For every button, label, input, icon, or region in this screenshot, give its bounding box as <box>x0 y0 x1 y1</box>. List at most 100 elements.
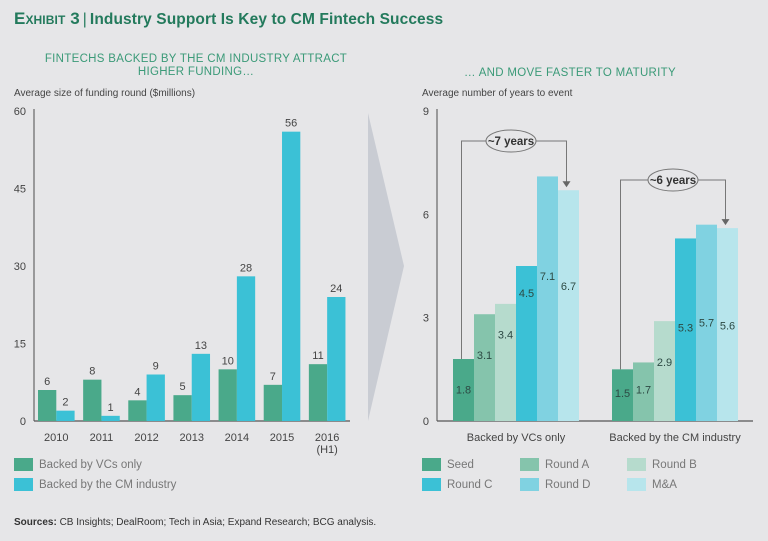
right-chart-title: … AND MOVE FASTER TO MATURITY <box>464 67 676 79</box>
y-tick-label: 15 <box>14 339 26 351</box>
sources-text: CB Insights; DealRoom; Tech in Asia; Exp… <box>56 517 377 528</box>
bar-value-label: 3.1 <box>477 350 492 362</box>
bar-cm <box>101 415 120 421</box>
bar-roundA <box>474 314 495 421</box>
left-y-axis-title: Average size of funding round ($millions… <box>14 88 196 99</box>
bar-roundB <box>654 321 675 421</box>
y-tick-label: 60 <box>14 106 26 118</box>
bar-value-label: 2 <box>62 397 68 409</box>
bar-value-label: 5.7 <box>699 317 714 329</box>
y-tick-label: 0 <box>20 416 26 428</box>
bar-ma <box>558 190 579 421</box>
bar-value-label: 5.3 <box>678 322 693 334</box>
legend-swatch-round-d <box>520 478 539 491</box>
legend-swatch-cm-industry <box>14 478 33 491</box>
left-chart-title: FINTECHS BACKED BY THE CM INDUSTRY ATTRA… <box>44 53 348 78</box>
bar-cm <box>191 353 211 421</box>
duration-annotation: ~7 years <box>461 129 571 359</box>
bar-value-label: 5.6 <box>720 321 735 333</box>
right-y-axis-title: Average number of years to event <box>422 88 573 99</box>
bar-vc <box>308 364 328 421</box>
legend-swatch-round-a <box>520 458 539 471</box>
legend-item-round-c: Round C <box>422 478 492 491</box>
x-tick-label: 2012 <box>134 432 158 444</box>
legend-swatch-seed <box>422 458 441 471</box>
bar-cm <box>282 131 301 421</box>
chevron-arrow-shape <box>368 113 404 421</box>
sources-note: Sources: CB Insights; DealRoom; Tech in … <box>14 517 376 528</box>
legend-swatch-round-b <box>627 458 646 471</box>
legend-label: Round B <box>652 458 697 471</box>
bar-value-label: 6 <box>44 376 50 388</box>
bar-value-label: 2.9 <box>657 357 672 369</box>
bar-roundC <box>516 266 537 421</box>
bar-value-label: 4 <box>134 386 140 398</box>
bar-value-label: 24 <box>330 283 342 295</box>
annotation-label: ~7 years <box>488 136 534 148</box>
legend-label: Round A <box>545 458 590 471</box>
bar-vc <box>263 384 283 421</box>
x-tick-label: 2011 <box>90 432 114 444</box>
x-tick-label: 2010 <box>44 432 68 444</box>
bar-value-label: 1 <box>108 402 114 414</box>
exhibit-title: Exhibit 3 | Industry Support Is Key to CM … <box>14 9 443 29</box>
bar-vc <box>128 400 147 421</box>
legend-swatch-round-c <box>422 478 441 491</box>
bar-value-label: 3.4 <box>498 329 513 341</box>
bar-roundC <box>675 238 696 421</box>
x-tick-label: Backed by the CM industry <box>609 432 741 444</box>
legend-swatch-ma <box>627 478 646 491</box>
legend-label: Round C <box>447 478 493 491</box>
bar-value-label: 7.1 <box>540 271 555 283</box>
bar-cm <box>56 410 75 421</box>
x-tick-label: 2016 <box>315 432 339 444</box>
bar-value-label: 9 <box>153 361 159 373</box>
annotation-oval <box>647 168 699 192</box>
x-tick-label: Backed by VCs only <box>467 432 566 444</box>
legend-label: Backed by the CM industry <box>39 478 177 491</box>
legend-item-round-a: Round A <box>520 458 589 471</box>
arrow-head-icon <box>562 181 571 188</box>
bar-roundB <box>495 303 516 421</box>
bar-value-label: 1.7 <box>636 384 651 396</box>
legend-label: Backed by VCs only <box>39 458 142 471</box>
x-tick-label: 2015 <box>270 432 294 444</box>
x-tick-label: 2014 <box>225 432 249 444</box>
legend-item-seed: Seed <box>422 458 474 471</box>
bar-value-label: 1.5 <box>615 388 630 400</box>
duration-annotation: ~6 years <box>620 168 730 370</box>
annotation-oval <box>485 129 537 153</box>
annotation-label: ~6 years <box>650 175 696 187</box>
bar-value-label: 1.8 <box>456 384 471 396</box>
bar-roundD <box>696 224 717 421</box>
y-tick-label: 3 <box>423 313 429 325</box>
bar-vc <box>83 379 102 421</box>
bar-ma <box>717 228 738 421</box>
sources-label: Sources: <box>14 517 57 528</box>
arrow-head-icon <box>721 219 730 226</box>
legend-label: M&A <box>652 478 677 491</box>
bar-value-label: 56 <box>285 118 297 130</box>
legend-swatch-vc-only <box>14 458 33 471</box>
legend-label: Round D <box>545 478 591 491</box>
bar-value-label: 4.5 <box>519 288 534 300</box>
bar-value-label: 13 <box>195 340 207 352</box>
bar-vc <box>38 390 57 421</box>
x-tick-label: (H1) <box>316 444 337 456</box>
legend-item-vc-only: Backed by VCs only <box>14 458 142 471</box>
exhibit-number: Exhibit 3 <box>14 9 80 28</box>
bar-value-label: 28 <box>240 262 252 274</box>
bar-cm <box>146 374 165 421</box>
bar-seed <box>453 359 474 421</box>
legend-item-round-b: Round B <box>627 458 697 471</box>
y-tick-label: 45 <box>14 184 26 196</box>
bar-roundD <box>537 176 558 421</box>
bar-vc <box>173 395 192 421</box>
bar-cm <box>327 297 346 421</box>
title-separator: | <box>82 11 87 28</box>
y-tick-label: 9 <box>423 106 429 118</box>
legend-item-round-d: Round D <box>520 478 590 491</box>
